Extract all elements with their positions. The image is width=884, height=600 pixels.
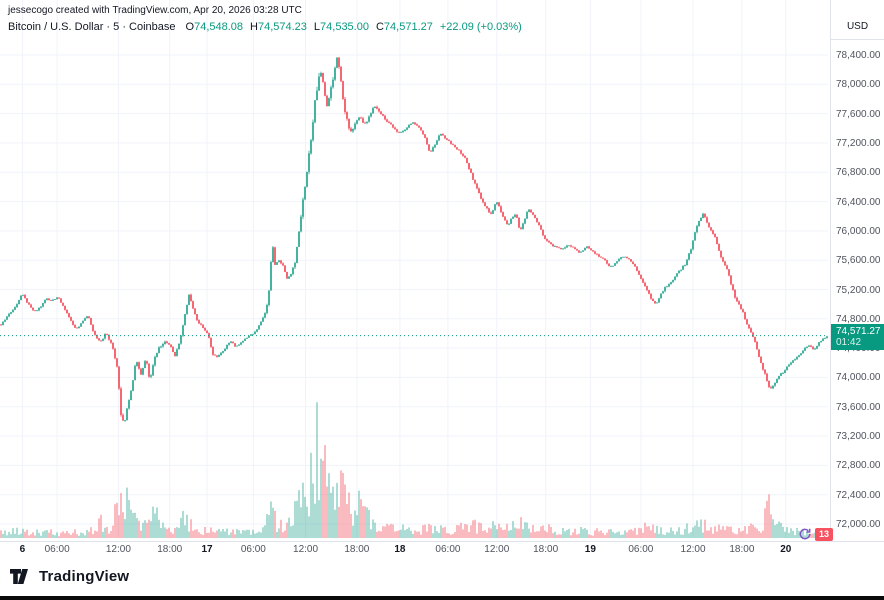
open-value: 74,548.08 [194,21,244,33]
time-axis-tick: 18:00 [157,544,183,555]
high-value: 74,574.23 [257,21,307,33]
time-axis-tick: 06:00 [44,544,70,555]
symbol-title[interactable]: Bitcoin / U.S. Dollar · 5 · Coinbase [8,21,176,33]
time-axis-tick: 06:00 [435,544,461,555]
time-axis-tick: 20 [780,544,792,555]
price-axis-label: 76,400.00 [836,196,881,208]
footer: TradingView [0,556,884,596]
open-label: O [185,21,195,33]
currency-label: USD [831,21,884,40]
low-value: 74,535.00 [320,21,369,33]
time-axis-tick: 06:00 [628,544,654,555]
price-axis-label: 72,000.00 [836,519,881,530]
alert-count-badge[interactable]: 13 [815,527,834,541]
price-axis-label: 77,200.00 [836,137,881,149]
time-axis-tick: 12:00 [484,544,510,555]
time-axis-tick: 18:00 [729,544,755,555]
change-value: +22.09 (+0.03%) [439,21,522,33]
time-axis-tick: 12:00 [293,544,319,555]
ohlc-close: C74,571.27 [376,21,433,33]
countdown-timer: 01:42 [836,336,862,348]
time-axis[interactable]: 6 06:00 12:00 18:00 17 06:00 12:00 18:00 18 06:00… [0,541,884,556]
time-axis-tick: 06:00 [240,544,266,555]
price-axis-label: 78,000.00 [836,79,881,91]
ohlc-low: L74,535.00 [314,21,369,33]
ohlc-values: O74,548.08 H74,574.23 L74,535.00 C74,571… [186,21,522,33]
price-chart[interactable] [0,0,830,541]
price-axis-label: 72,400.00 [836,489,881,501]
price-axis-label: 74,000.00 [836,372,881,384]
attribution-text: jessecogo created with TradingView.com, … [8,5,302,16]
price-axis-label: 76,800.00 [836,167,881,179]
price-axis-label: 74,800.00 [836,313,881,325]
time-axis-tick: 18:00 [533,544,559,555]
high-label: H [250,21,258,33]
last-price-badge: 74,571.27 01:42 [831,323,884,350]
last-price-value: 74,571.27 [836,325,881,337]
price-axis[interactable]: USD 78,400.00 78,000.00 77,600.00 77,200.00… [830,0,884,556]
time-axis-tick: 12:00 [105,544,131,555]
price-axis-label: 78,400.00 [836,50,881,61]
time-axis-tick: 17 [201,544,213,555]
time-axis-tick: 18 [394,544,406,555]
price-axis-label: 73,200.00 [836,431,881,443]
time-axis-tick: 12:00 [680,544,706,555]
price-axis-label: 73,600.00 [836,401,881,413]
time-axis-tick: 6 [19,544,26,555]
status-badges: 13 [798,527,834,541]
close-label: C [375,21,384,33]
tradingview-logo-icon[interactable] [10,568,32,584]
bottom-bar [0,596,884,600]
price-axis-label: 75,600.00 [836,255,881,267]
time-axis-tick: 19 [584,544,596,555]
time-axis-tick: 18:00 [344,544,370,555]
low-label: L [313,21,321,33]
price-axis-label: 76,000.00 [836,225,881,237]
symbol-legend: Bitcoin / U.S. Dollar · 5 · Coinbase O74… [8,21,522,33]
price-axis-label: 77,600.00 [836,108,881,120]
refresh-icon[interactable] [798,527,812,541]
ohlc-open: O74,548.08 [186,21,244,33]
price-axis-label: 75,200.00 [836,284,881,296]
ohlc-high: H74,574.23 [250,21,307,33]
close-value: 74,571.27 [383,21,433,33]
price-axis-label: 72,800.00 [836,460,881,472]
tradingview-wordmark[interactable]: TradingView [39,567,130,585]
